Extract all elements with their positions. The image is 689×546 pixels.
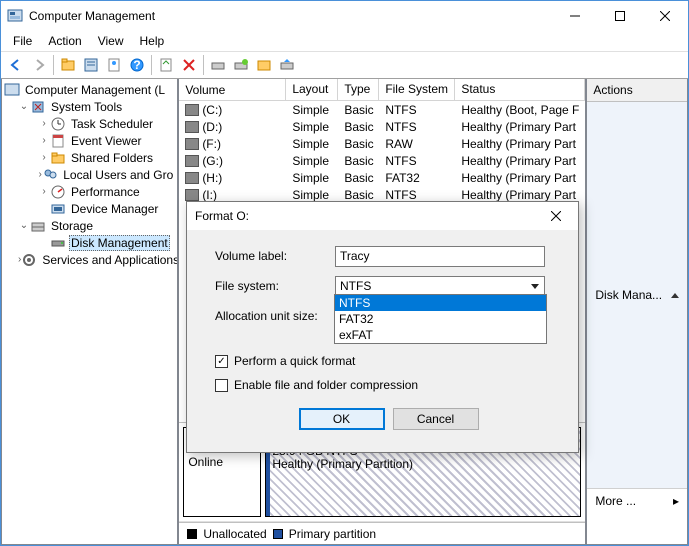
actions-header: Actions [587, 79, 687, 102]
chevron-right-icon: ▸ [673, 494, 679, 508]
table-row[interactable]: (F:)SimpleBasicRAWHealthy (Primary Part [179, 135, 585, 152]
legend-primary: Primary partition [289, 527, 376, 541]
window-title: Computer Management [29, 9, 552, 23]
tool-c-button[interactable] [253, 54, 275, 76]
tree-root-label: Computer Management (L [23, 83, 167, 97]
services-icon [21, 252, 37, 268]
col-fs[interactable]: File System [379, 79, 455, 100]
ok-button[interactable]: OK [299, 408, 385, 430]
alloc-label: Allocation unit size: [215, 309, 335, 323]
tool-a-button[interactable] [207, 54, 229, 76]
table-row[interactable]: (G:)SimpleBasicNTFSHealthy (Primary Part [179, 152, 585, 169]
svg-text:?: ? [133, 58, 140, 72]
caret-up-icon [671, 293, 679, 298]
titlebar: Computer Management [1, 1, 688, 31]
close-button[interactable] [642, 2, 687, 31]
volume-icon [185, 172, 199, 184]
tree-event-viewer[interactable]: ›Event Viewer [4, 132, 175, 149]
legend-primary-swatch [273, 529, 283, 539]
quick-format-label: Perform a quick format [234, 354, 355, 368]
fs-label: File system: [215, 279, 335, 293]
tree-services[interactable]: ›Services and Applications [4, 251, 175, 268]
tree-device-manager[interactable]: Device Manager [4, 200, 175, 217]
expander-icon[interactable]: ⌄ [18, 101, 30, 112]
menu-action[interactable]: Action [40, 32, 89, 50]
quick-format-checkbox[interactable]: ✓ [215, 355, 228, 368]
col-type[interactable]: Type [338, 79, 379, 100]
export-button[interactable] [103, 54, 125, 76]
tool-d-button[interactable] [276, 54, 298, 76]
toolbar: ? [1, 51, 688, 79]
col-layout[interactable]: Layout [286, 79, 338, 100]
volume-label-label: Volume label: [215, 249, 335, 263]
col-status[interactable]: Status [455, 79, 585, 100]
computer-icon [4, 82, 20, 98]
perf-icon [50, 184, 66, 200]
compression-checkbox[interactable] [215, 379, 228, 392]
tree-disk-management[interactable]: Disk Management [4, 234, 175, 251]
fs-option-exfat[interactable]: exFAT [335, 327, 546, 343]
menu-help[interactable]: Help [132, 32, 173, 50]
tree-systools-label: System Tools [49, 100, 124, 114]
actions-main[interactable]: Disk Mana... [587, 102, 687, 489]
volume-icon [185, 189, 199, 201]
compression-label: Enable file and folder compression [234, 378, 418, 392]
tree-task-scheduler[interactable]: ›Task Scheduler [4, 115, 175, 132]
folder-icon [50, 150, 66, 166]
maximize-button[interactable] [597, 2, 642, 31]
storage-icon [30, 218, 46, 234]
legend: Unallocated Primary partition [179, 522, 585, 544]
col-volume[interactable]: Volume [179, 79, 286, 100]
legend-unalloc-swatch [187, 529, 197, 539]
volume-label-input[interactable] [335, 246, 545, 267]
actions-panel: Actions Disk Mana... More ... ▸ [586, 79, 688, 545]
diskmgmt-icon [50, 235, 66, 251]
cancel-button[interactable]: Cancel [393, 408, 479, 430]
tree-systemtools[interactable]: ⌄ System Tools [4, 98, 175, 115]
minimize-button[interactable] [552, 2, 597, 31]
volume-icon [185, 104, 199, 116]
clock-icon [50, 116, 66, 132]
actions-more[interactable]: More ... ▸ [587, 489, 687, 513]
tree-shared-folders[interactable]: ›Shared Folders [4, 149, 175, 166]
volume-header: Volume Layout Type File System Status [179, 79, 585, 101]
tree-storage-label: Storage [49, 219, 95, 233]
back-button[interactable] [5, 54, 27, 76]
help-button[interactable]: ? [126, 54, 148, 76]
device-icon [50, 201, 66, 217]
dialog-titlebar: Format O: [187, 202, 578, 230]
fs-option-fat32[interactable]: FAT32 [335, 311, 546, 327]
tool-b-button[interactable] [230, 54, 252, 76]
app-icon [7, 8, 23, 24]
volume-icon [185, 155, 199, 167]
legend-unalloc: Unallocated [203, 527, 266, 541]
users-icon [42, 167, 58, 183]
up-button[interactable] [57, 54, 79, 76]
tree-storage[interactable]: ⌄ Storage [4, 217, 175, 234]
table-row[interactable]: (D:)SimpleBasicNTFSHealthy (Primary Part [179, 118, 585, 135]
menu-file[interactable]: File [5, 32, 40, 50]
fs-dropdown: NTFS FAT32 exFAT [334, 294, 547, 344]
menu-view[interactable]: View [90, 32, 132, 50]
delete-button[interactable] [178, 54, 200, 76]
volume-icon [185, 121, 199, 133]
dialog-title: Format O: [195, 209, 536, 223]
partition-status: Healthy (Primary Partition) [272, 458, 574, 471]
forward-button[interactable] [28, 54, 50, 76]
properties-button[interactable] [80, 54, 102, 76]
volume-icon [185, 138, 199, 150]
tree-panel: Computer Management (L ⌄ System Tools ›T… [1, 79, 178, 545]
fs-option-ntfs[interactable]: NTFS [335, 295, 546, 311]
disk-status: Online [188, 456, 256, 469]
refresh-button[interactable] [155, 54, 177, 76]
tree-root[interactable]: Computer Management (L [4, 81, 175, 98]
tools-icon [30, 99, 46, 115]
event-icon [50, 133, 66, 149]
table-row[interactable]: (C:)SimpleBasicNTFSHealthy (Boot, Page F [179, 101, 585, 118]
table-row[interactable]: (H:)SimpleBasicFAT32Healthy (Primary Par… [179, 169, 585, 186]
tree-local-users[interactable]: ›Local Users and Gro [4, 166, 175, 183]
menubar: File Action View Help [1, 31, 688, 51]
tree-performance[interactable]: ›Performance [4, 183, 175, 200]
dialog-close-button[interactable] [536, 203, 576, 229]
